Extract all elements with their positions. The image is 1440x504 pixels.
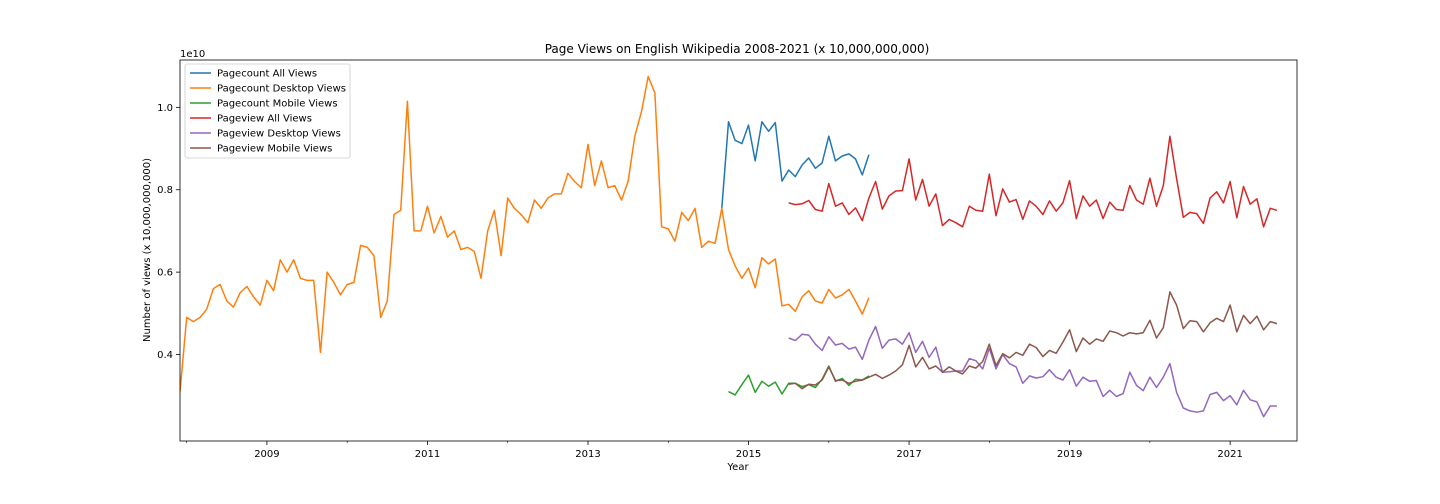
series-line-3 [728, 365, 870, 396]
series-line-1 [721, 121, 870, 209]
x-tick-label: 2009 [254, 449, 279, 460]
x-tick-label: 2011 [415, 449, 440, 460]
y-tick-label: 1.0 [157, 103, 173, 114]
x-tick-label: 2019 [1057, 449, 1082, 460]
y-scale-label: 1e10 [180, 49, 205, 60]
legend-entry: Pageview All Views [217, 114, 312, 125]
y-tick-label: 0.4 [157, 350, 173, 361]
y-tick-label: 0.8 [157, 185, 173, 196]
series-line-4 [788, 135, 1278, 228]
y-tick-label: 0.6 [157, 268, 173, 279]
legend-box [184, 63, 351, 159]
legend-entry: Pagecount Mobile Views [217, 99, 338, 110]
x-tick-label: 2015 [736, 449, 761, 460]
chart-title: Page Views on English Wikipedia 2008-202… [545, 42, 930, 56]
series-line-2 [180, 75, 870, 392]
y-axis-label: Number of views (x 10,000,000,000) [142, 158, 153, 342]
series-line-5 [788, 325, 1277, 418]
series-line-6 [788, 291, 1278, 390]
plot-frame [179, 59, 1298, 442]
x-tick-label: 2021 [1217, 449, 1242, 460]
x-tick-label: 2013 [575, 449, 600, 460]
x-tick-label: 2017 [896, 449, 921, 460]
legend-entry: Pagecount Desktop Views [217, 84, 346, 95]
legend-entry: Pageview Mobile Views [217, 144, 332, 155]
x-axis-label: Year [726, 462, 749, 473]
legend-entry: Pagecount All Views [217, 69, 317, 80]
legend-entry: Pageview Desktop Views [217, 129, 341, 140]
legend: Pagecount All Views Pagecount Desktop Vie… [184, 63, 351, 159]
